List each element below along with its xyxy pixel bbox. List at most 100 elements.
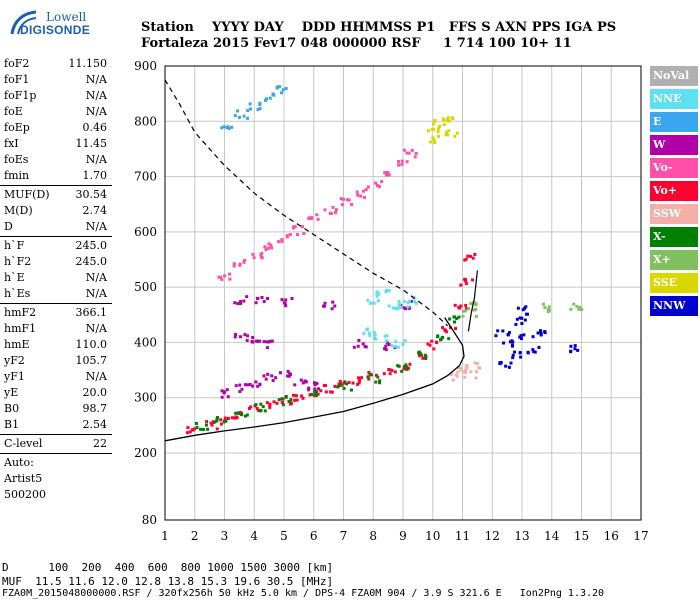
- echo-mark: [428, 343, 432, 347]
- echo-mark: [310, 392, 314, 396]
- echo-mark: [461, 309, 465, 313]
- echo-mark: [441, 335, 445, 339]
- echo-mark: [263, 409, 267, 413]
- echo-mark: [248, 107, 252, 111]
- echo-mark: [246, 116, 250, 120]
- separator: [0, 453, 112, 454]
- echo-mark: [463, 309, 467, 313]
- echo-mark: [240, 387, 244, 391]
- separator: [0, 185, 112, 186]
- echo-mark: [238, 390, 242, 394]
- echo-mark: [264, 97, 268, 101]
- echo-mark: [404, 365, 408, 369]
- echo-mark: [302, 232, 306, 236]
- echo-mark: [264, 248, 268, 252]
- echo-mark: [225, 126, 229, 130]
- param-group-critical-freqs: foF2 11.150 foF1 N/A foF1p N/A foE N/A foEp 0.46 f…: [0, 56, 112, 184]
- echo-mark: [438, 124, 442, 128]
- echo-mark: [236, 302, 240, 306]
- echo-mark: [424, 357, 428, 361]
- echo-mark: [239, 300, 243, 304]
- echo-mark: [461, 314, 465, 318]
- echo-mark: [239, 302, 243, 306]
- plot-frame: [164, 65, 642, 521]
- x-tick-label: 2: [191, 529, 199, 543]
- echo-mark: [252, 256, 256, 260]
- echo-mark: [396, 345, 400, 349]
- echo-mark: [363, 345, 367, 349]
- echo-mark: [569, 344, 573, 348]
- echo-mark: [441, 326, 445, 330]
- echo-mark: [295, 233, 299, 237]
- echo-mark: [472, 308, 476, 312]
- param-value: 30.54: [75, 188, 108, 201]
- param-row: foF1 N/A: [0, 72, 112, 88]
- echo-mark: [333, 304, 337, 308]
- y-tick-label: 500: [134, 280, 157, 294]
- echo-mark: [445, 119, 449, 123]
- echo-mark: [220, 126, 224, 130]
- header-line2: Fortaleza 2015 Fev17 048 000000 RSF 1 71…: [141, 36, 572, 51]
- echo-mark: [466, 254, 470, 258]
- echo-mark: [263, 98, 267, 102]
- echo-mark: [406, 301, 410, 305]
- param-value: 105.7: [75, 354, 108, 367]
- echo-mark: [447, 119, 451, 123]
- profile-extension-line: [467, 270, 478, 332]
- echo-mark: [376, 375, 380, 379]
- echo-mark: [519, 334, 523, 338]
- echo-mark: [465, 366, 469, 370]
- echo-mark: [209, 421, 213, 425]
- param-row: C-level 22: [0, 436, 112, 452]
- echo-mark: [417, 354, 421, 358]
- echo-mark: [407, 151, 411, 155]
- echo-mark: [406, 305, 410, 309]
- param-row: yF2 105.7: [0, 353, 112, 369]
- echo-mark: [246, 109, 250, 113]
- echo-mark: [456, 370, 460, 374]
- echo-mark: [436, 335, 440, 339]
- echo-mark: [452, 315, 456, 319]
- echo-mark: [404, 363, 408, 367]
- echo-mark: [238, 263, 242, 267]
- param-value: 0.46: [82, 121, 108, 134]
- echo-mark: [242, 260, 246, 264]
- echo-mark: [262, 299, 266, 303]
- echo-mark: [541, 302, 545, 306]
- echo-mark: [539, 331, 543, 335]
- echo-mark: [375, 183, 379, 187]
- echo-mark: [275, 401, 279, 405]
- echo-mark: [233, 416, 237, 420]
- direction-legend: NoVal NNE E W Vo- Vo+ SSW X- X+ SSE NNW: [650, 66, 698, 319]
- echo-mark: [234, 333, 238, 337]
- echo-mark: [403, 300, 407, 304]
- echo-mark: [502, 341, 506, 345]
- echo-mark: [224, 419, 228, 423]
- param-row: M(D) 2.74: [0, 203, 112, 219]
- param-value: 366.1: [75, 306, 108, 319]
- param-row: fxI 11.45: [0, 136, 112, 152]
- echo-mark: [280, 239, 284, 243]
- echo-mark: [432, 138, 436, 142]
- echo-mark: [288, 372, 292, 376]
- echo-mark: [390, 343, 394, 347]
- param-value: 1.70: [82, 169, 108, 182]
- echo-mark: [242, 114, 246, 118]
- echo-mark: [366, 298, 370, 302]
- echo-mark: [248, 102, 252, 106]
- echo-mark: [374, 181, 378, 185]
- echo-mark: [269, 243, 273, 247]
- separator: [0, 434, 112, 435]
- echo-mark: [375, 291, 379, 295]
- echo-mark: [400, 159, 404, 163]
- echo-mark: [350, 202, 354, 206]
- echo-mark: [448, 317, 452, 321]
- echo-mark: [439, 337, 443, 341]
- echo-mark: [262, 374, 266, 378]
- echo-mark: [313, 394, 317, 398]
- echo-mark: [385, 341, 389, 345]
- echo-mark: [402, 148, 406, 152]
- param-key: foEp: [4, 121, 30, 134]
- echo-mark: [405, 160, 409, 164]
- echo-mark: [258, 382, 262, 386]
